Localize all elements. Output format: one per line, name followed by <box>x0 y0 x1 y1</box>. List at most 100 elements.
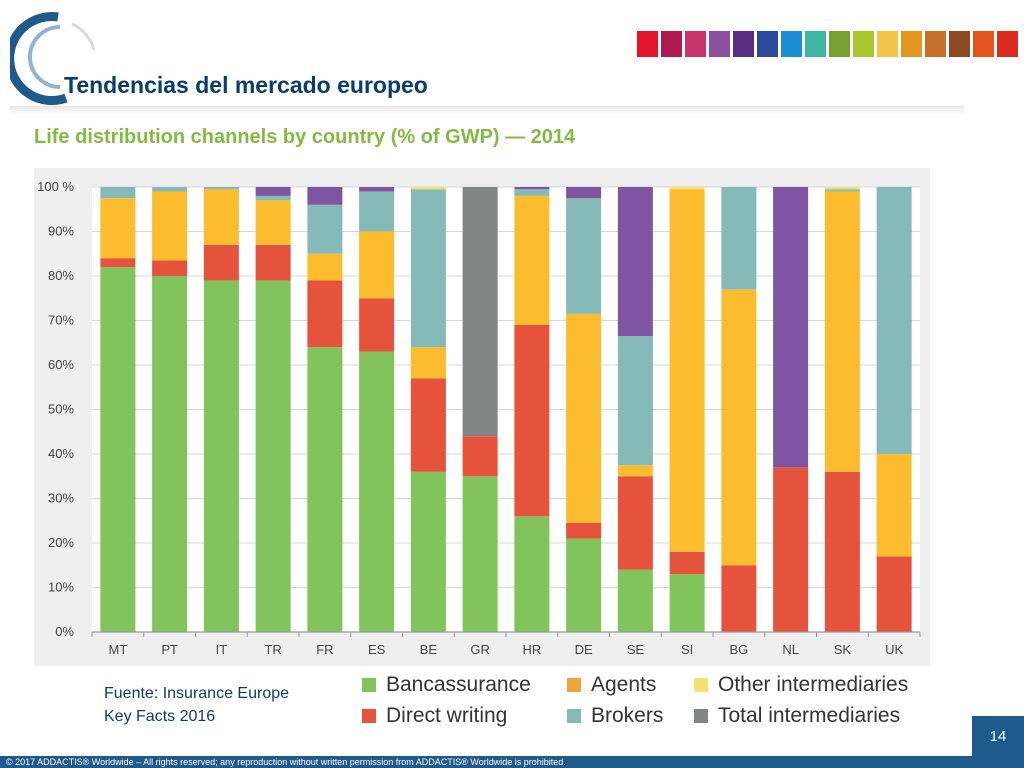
chart-legend: Bancassurance Agents Other intermediaries D… <box>362 671 962 735</box>
y-tick-label: 30% <box>48 491 74 506</box>
bar-segment <box>359 231 395 299</box>
legend-swatch <box>567 678 581 692</box>
source-line-1: Fuente: Insurance Europe <box>104 685 290 702</box>
legend-item: Brokers <box>567 704 663 728</box>
stacked-bar-chart: 0% 10% 20% 30% 40% 50% 60% 70% 80% 90% 100 % MT PT IT… <box>37 179 921 657</box>
legend-item: Total intermediaries <box>694 704 900 728</box>
bar-segment <box>152 260 188 276</box>
bar-segment <box>514 195 550 325</box>
strip-square <box>757 31 778 57</box>
x-tick-label: PT <box>161 642 178 657</box>
x-tick-label: SK <box>834 642 852 657</box>
bar-segment <box>255 195 291 201</box>
title-divider <box>10 106 964 114</box>
y-tick-label: 80% <box>48 268 74 283</box>
bar-segment <box>566 538 602 632</box>
bar-segment <box>773 467 809 632</box>
chart-title: Life distribution channels by country (%… <box>34 126 576 148</box>
bar-segment <box>410 378 446 472</box>
page-number: 14 <box>972 716 1024 756</box>
x-tick-label: UK <box>885 642 903 657</box>
bar-segment <box>773 187 809 468</box>
bar-segment <box>617 569 653 632</box>
legend-item: Other intermediaries <box>694 673 908 697</box>
x-tick-label: DE <box>575 642 593 657</box>
bar-segment <box>462 436 498 477</box>
bar-segment <box>669 187 705 190</box>
strip-square <box>925 31 946 57</box>
legend-label: Other intermediaries <box>718 673 909 696</box>
strip-square <box>637 31 658 57</box>
x-tick-label: BG <box>729 642 748 657</box>
strip-square <box>973 31 994 57</box>
legend-label: Direct writing <box>386 704 508 727</box>
bar-segment <box>876 556 912 632</box>
strip-square <box>805 31 826 57</box>
legend-swatch <box>567 709 581 723</box>
bar-segment <box>617 476 653 570</box>
bar-segment <box>824 189 860 192</box>
y-tick-label: 50% <box>48 402 74 417</box>
bar-segment <box>307 187 343 205</box>
bar-segment <box>669 551 705 575</box>
x-tick-label: SI <box>681 642 693 657</box>
source-line-2: Key Facts 2016 <box>104 708 216 725</box>
y-tick-label: 10% <box>48 580 74 595</box>
y-tick-label: 100 % <box>37 179 74 194</box>
x-tick-label: FR <box>316 642 333 657</box>
bar-segment <box>307 253 343 281</box>
bar-segment <box>669 574 705 632</box>
legend-swatch <box>694 709 708 723</box>
bar-segment <box>203 189 239 245</box>
bar-segment <box>255 200 291 245</box>
bar-segment <box>255 280 291 632</box>
footer-copyright: © 2017 ADDACTIS® Worldwide – All rights … <box>0 756 1024 768</box>
bar-segment <box>100 267 136 632</box>
bar-segment <box>617 336 653 466</box>
bar-segment <box>876 187 912 454</box>
strip-square <box>685 31 706 57</box>
company-logo-icon <box>10 12 96 106</box>
bar-segment <box>721 187 757 290</box>
y-tick-label: 90% <box>48 224 74 239</box>
legend-item: Bancassurance <box>362 673 531 697</box>
bar-segment <box>824 187 860 190</box>
strip-square <box>709 31 730 57</box>
bar-segment <box>152 187 188 192</box>
bar-segment <box>359 187 395 192</box>
bar-segment <box>359 191 395 232</box>
strip-square <box>781 31 802 57</box>
x-tick-label: BE <box>420 642 438 657</box>
source-note: Fuente: Insurance Europe Key Facts 2016 <box>104 682 289 728</box>
bar-segment <box>824 471 860 632</box>
bar-segment <box>566 187 602 199</box>
strip-square <box>829 31 850 57</box>
bar-segment <box>514 324 550 517</box>
bar-segment <box>514 189 550 196</box>
strip-square <box>853 31 874 57</box>
bar-segment <box>203 280 239 632</box>
y-tick-label: 70% <box>48 313 74 328</box>
bar-segment <box>100 198 136 259</box>
bar-segment <box>669 189 705 552</box>
x-tick-label: HR <box>522 642 541 657</box>
legend-item: Agents <box>567 673 656 697</box>
bar-segment <box>566 198 602 314</box>
bar-segment <box>152 276 188 632</box>
strip-square <box>661 31 682 57</box>
legend-label: Bancassurance <box>386 673 531 696</box>
bar-segment <box>100 258 136 268</box>
bar-segment <box>566 313 602 523</box>
bar-segment <box>255 187 291 196</box>
bar-segment <box>410 187 446 190</box>
bar-segment <box>617 465 653 477</box>
legend-label: Agents <box>591 673 657 696</box>
bar-segment <box>514 187 550 190</box>
bar-segment <box>359 298 395 352</box>
y-tick-label: 20% <box>48 535 74 550</box>
y-tick-label: 60% <box>48 357 74 372</box>
bar-segment <box>410 347 446 379</box>
bar-segment <box>824 191 860 472</box>
bar-segment <box>359 351 395 632</box>
page-title: Tendencias del mercado europeo <box>64 72 428 98</box>
